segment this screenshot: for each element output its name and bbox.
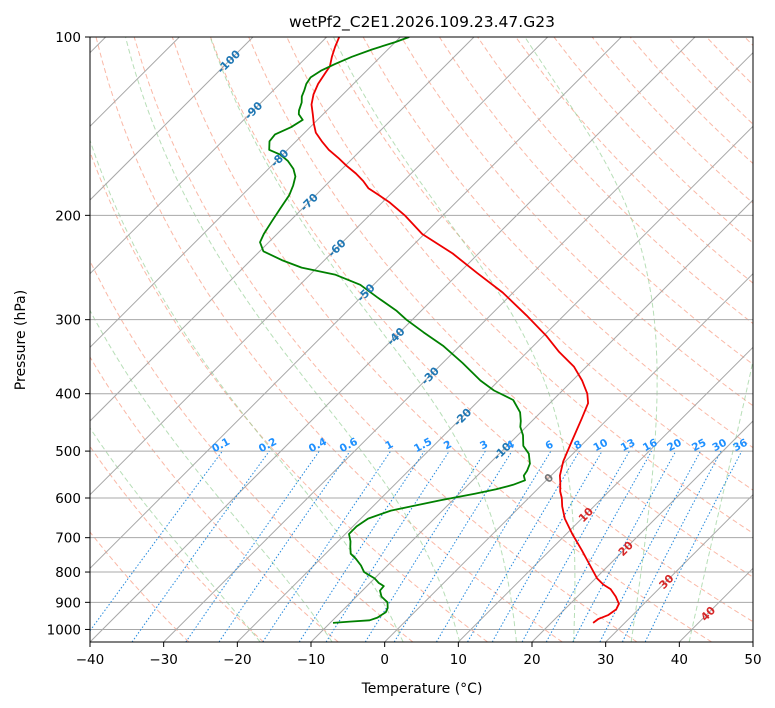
mixing-ratio-line [621,450,722,642]
x-tick-label: 20 [523,652,540,668]
isotherm [90,37,696,642]
x-axis-ticks: −40 −30 −20 −10 0 10 20 30 40 50 [76,642,762,668]
isotherm [457,346,753,642]
dry-adiabat [90,445,264,642]
dry-adiabat [90,531,190,642]
dry-adiabat [515,37,753,284]
moist-adiabat [209,37,517,642]
y-tick-label: 700 [55,531,81,547]
y-tick-label: 100 [55,30,81,46]
moist-adiabat [90,138,404,642]
dry-adiabat [400,37,753,407]
mixing-ratio-line [393,450,513,642]
moist-adiabats [90,37,753,642]
plot-area: -100-90-80-70-60-50-40-30-20-10010203040… [90,37,753,642]
x-tick-label: 10 [450,652,467,668]
isotherm [605,493,753,642]
isotherm [90,37,549,496]
temperature-line [310,37,620,624]
x-tick-label: −30 [149,652,178,668]
mixing-ratio-line [572,450,677,642]
isotherm [531,420,753,642]
dry-adiabat [248,37,753,578]
moist-adiabat [524,37,658,642]
mixing-ratio-line [521,450,630,642]
isotherm [90,37,622,570]
dry-adiabat [95,37,563,642]
x-tick-label: −40 [76,652,105,668]
moist-adiabat [333,37,576,642]
dry-adiabat [438,37,753,366]
y-tick-label: 400 [55,387,81,403]
isobars [90,37,753,630]
mixing-ratio-line [325,450,450,642]
mixing-ratio-line [298,450,425,642]
x-tick-label: 40 [671,652,688,668]
isotherm [163,51,753,642]
moist-adiabat [90,309,333,642]
mixing-ratio-line [644,450,743,642]
x-tick-label: −20 [223,652,252,668]
x-tick-label: 0 [380,652,389,668]
isotherms [90,37,753,642]
mixing-ratio-line [364,450,486,642]
dry-adiabat [90,150,488,642]
x-tick-label: −10 [297,652,326,668]
mixing-ratio-line [185,450,320,642]
moist-adiabat [688,358,753,642]
mixing-ratio-labels: 0.1 0.2 0.4 0.6 1 1.5 2 3 4 6 8 10 13 16 20 25 30 36 [210,436,750,455]
y-tick-label: 300 [55,313,81,329]
isotherm [90,37,328,275]
isotherm [90,37,401,349]
isotherm [310,199,753,642]
dry-adiabat [133,37,638,642]
x-tick-label: 50 [744,652,761,668]
chart-title: wetPf2_C2E1.2026.109.23.47.G23 [289,13,555,32]
y-axis-label: Pressure (hPa) [13,290,29,390]
y-axis-ticks: 100 200 300 400 500 600 700 800 900 1000 [47,30,90,638]
moist-adiabat [125,37,461,642]
mixing-ratio-line [435,450,552,642]
sounding-series [259,37,620,624]
moist-adiabat [90,427,261,642]
x-tick-label: 30 [597,652,614,668]
isotherm [384,272,753,642]
plot-frame [89,36,754,643]
dry-adiabat [324,37,753,491]
mixing-ratio-lines [90,450,743,642]
mixing-ratio-line [218,450,351,642]
mixing-ratio-line [131,450,270,642]
y-tick-label: 500 [55,444,81,460]
mixing-ratio-line [90,450,223,632]
isotherm [236,125,753,642]
mixing-ratio-line [599,450,701,642]
dry-adiabat [171,37,712,642]
y-tick-label: 900 [55,595,81,611]
y-tick-label: 800 [55,565,81,581]
y-tick-label: 200 [55,208,81,224]
isotherm [90,37,475,422]
y-tick-label: 1000 [47,622,81,638]
x-axis-label: Temperature (°C) [361,681,483,697]
mixing-ratio-line [262,450,392,642]
dry-adiabat [90,356,339,642]
y-tick-label: 600 [55,491,81,507]
dewpoint-line [259,37,531,624]
isotherm [90,37,254,201]
